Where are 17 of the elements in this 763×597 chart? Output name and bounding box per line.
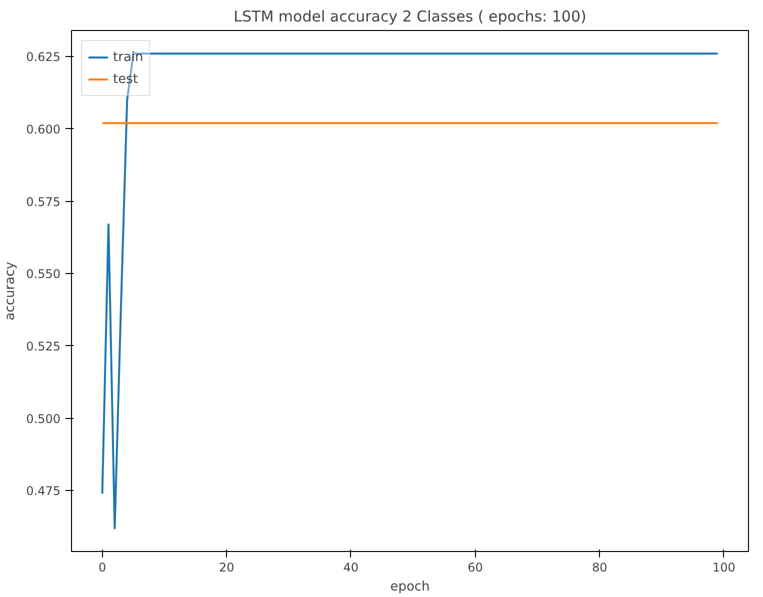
x-tick-label: 80 (592, 560, 608, 574)
y-tick-label: 0.625 (26, 50, 61, 64)
y-tick-label: 0.550 (26, 267, 61, 282)
y-tick-label: 0.600 (26, 122, 61, 136)
x-tick-label: 100 (712, 560, 736, 574)
y-tick-label: 0.500 (26, 412, 61, 426)
y-tick-label: 0.575 (26, 194, 61, 209)
y-tick-label: 0.475 (26, 484, 61, 498)
line-series (101, 52, 719, 530)
x-tick-label: 20 (218, 560, 234, 574)
x-tick-label: 40 (343, 560, 359, 574)
chart-title: LSTM model accuracy 2 Classes ( epochs: 100) (234, 8, 586, 26)
y-axis-title: accuracy (3, 261, 18, 320)
y-tick-label: 0.525 (26, 339, 61, 354)
x-tick-label: 0 (98, 560, 106, 574)
x-axis-title: epoch (390, 580, 430, 594)
x-tick-label: 60 (468, 560, 483, 574)
